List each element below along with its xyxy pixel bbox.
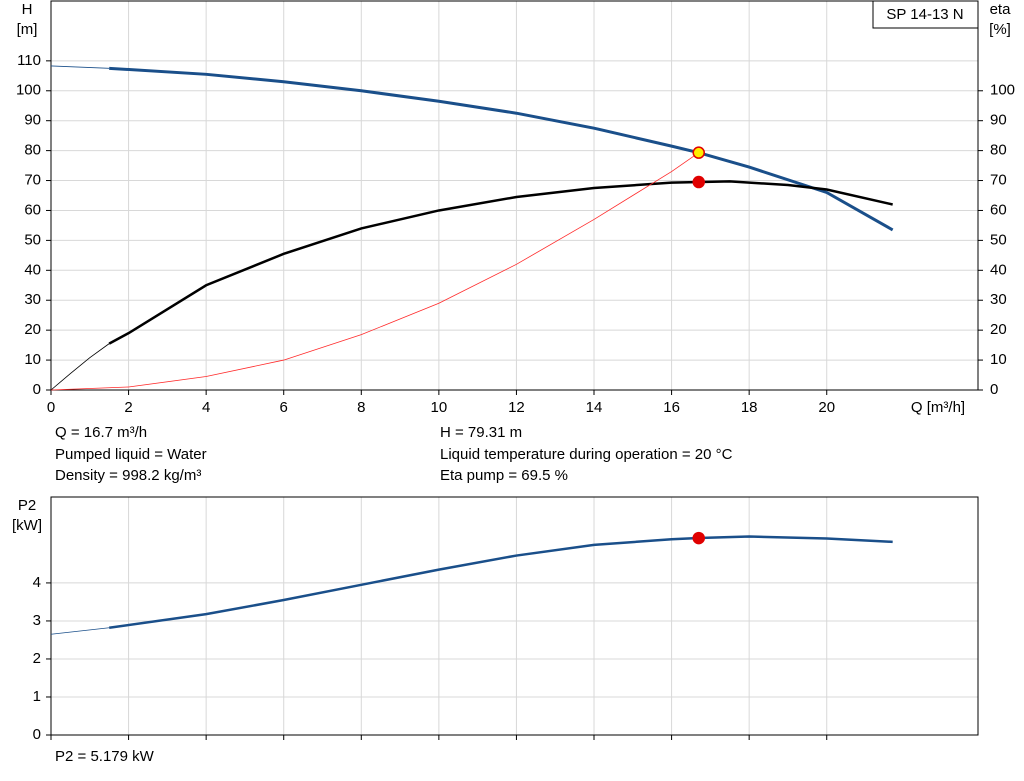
model-box [872,0,979,29]
annotation: Pumped liquid = Water [55,446,207,463]
plot-area [51,1,978,390]
y-tick-label: 4 [33,574,41,591]
y-tick-label: 70 [24,172,41,189]
x-tick-label: 12 [508,399,525,416]
y2-tick-label: 80 [990,142,1007,159]
x-tick-label: 14 [586,399,603,416]
curve [50,65,110,69]
curve [109,535,893,630]
x-tick-label: 20 [818,399,835,416]
y2-tick-label: 70 [990,172,1007,189]
operating-point [692,146,705,159]
annotation: P2 = 5.179 kW [55,748,155,765]
y-tick-label: 40 [24,261,41,278]
x-tick-label: 0 [47,399,55,416]
y-tick-label: 90 [24,112,41,129]
y-tick-label: 50 [24,231,41,248]
curve [108,180,893,345]
x-tick-label: 2 [124,399,132,416]
annotation: Liquid temperature during operation = 20… [440,446,733,463]
y-tick-label: 3 [33,612,41,629]
y2-tick-label: 90 [990,112,1007,129]
y-tick-label: 1 [33,688,41,705]
model-label: SP 14-13 N [886,6,963,23]
y-tick-label: 60 [24,201,41,218]
y2-tick-label: 10 [990,351,1007,368]
y2-tick-label: 30 [990,291,1007,308]
y2-tick-label: 40 [990,261,1007,278]
y-axis-label: [kW] [12,517,42,534]
operating-point [692,175,705,189]
x-tick-label: 6 [280,399,288,416]
x-axis-label: Q [m³/h] [911,399,965,416]
x-tick-label: 8 [357,399,365,416]
y2-axis-label: eta [990,1,1012,18]
y-tick-label: 2 [33,650,41,667]
annotation: Eta pump = 69.5 % [440,467,568,484]
y-tick-label: 0 [33,381,41,398]
y-tick-label: 0 [33,726,41,743]
y2-tick-label: 20 [990,321,1007,338]
curve [50,627,110,635]
y2-tick-label: 50 [990,231,1007,248]
y2-tick-label: 0 [990,381,998,398]
x-tick-label: 18 [741,399,758,416]
y2-axis-label: [%] [989,21,1011,38]
y-tick-label: 20 [24,321,41,338]
annotation: Q = 16.7 m³/h [55,424,147,441]
curve [109,66,894,232]
x-tick-label: 10 [431,399,448,416]
y-tick-label: 110 [17,52,41,69]
operating-point [692,531,705,545]
y2-tick-label: 60 [990,201,1007,218]
x-tick-label: 4 [202,399,210,416]
annotation: Density = 998.2 kg/m³ [55,467,201,484]
y-axis-label: [m] [17,21,38,38]
y-tick-label: 30 [24,291,41,308]
plot-frame [50,0,979,391]
y-axis-label: H [22,1,33,18]
plot-area [51,497,978,735]
y2-tick-label: 100 [990,82,1015,99]
y-tick-label: 100 [16,82,41,99]
x-tick-label: 16 [663,399,680,416]
y-tick-label: 80 [24,142,41,159]
curve [50,152,699,391]
plot-frame [50,496,979,736]
y-tick-label: 10 [24,351,41,368]
y-axis-label: P2 [18,497,36,514]
curve [50,343,110,391]
annotation: H = 79.31 m [440,424,522,441]
